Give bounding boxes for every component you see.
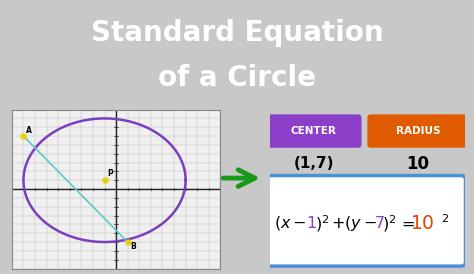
Text: $10$: $10$ bbox=[410, 214, 435, 233]
FancyBboxPatch shape bbox=[367, 114, 468, 148]
Text: $=$: $=$ bbox=[399, 216, 415, 231]
FancyBboxPatch shape bbox=[265, 176, 465, 266]
Text: $7$: $7$ bbox=[374, 215, 385, 231]
Text: (1,7): (1,7) bbox=[294, 156, 334, 171]
FancyBboxPatch shape bbox=[266, 114, 362, 148]
Text: of a Circle: of a Circle bbox=[158, 64, 316, 92]
Text: $+ (y - $: $+ (y - $ bbox=[331, 214, 377, 233]
Text: $)^{2}$: $)^{2}$ bbox=[382, 213, 396, 233]
Text: A: A bbox=[26, 125, 32, 135]
Text: $(x - $: $(x - $ bbox=[274, 214, 307, 232]
Text: Standard Equation: Standard Equation bbox=[91, 19, 383, 47]
Text: B: B bbox=[130, 242, 136, 251]
Text: P: P bbox=[107, 169, 113, 178]
Text: $1$: $1$ bbox=[306, 215, 317, 231]
Text: RADIUS: RADIUS bbox=[396, 126, 440, 136]
Text: $^{2}$: $^{2}$ bbox=[441, 216, 449, 231]
Text: 10: 10 bbox=[406, 155, 429, 173]
Text: $)^{2}$: $)^{2}$ bbox=[315, 213, 329, 233]
Text: CENTER: CENTER bbox=[291, 126, 337, 136]
